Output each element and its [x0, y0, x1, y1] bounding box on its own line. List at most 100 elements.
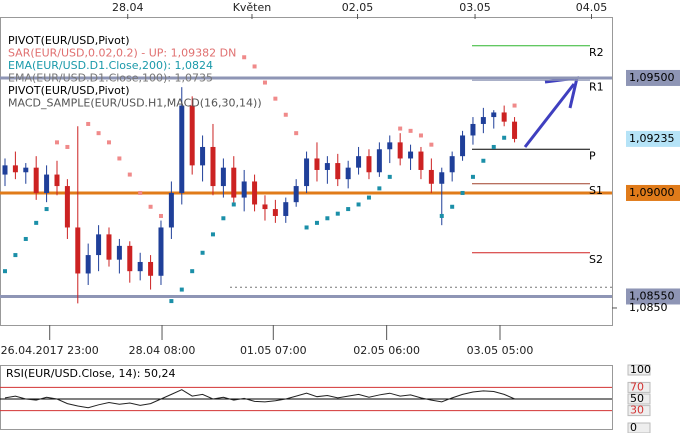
price-box	[626, 288, 680, 305]
y-tick-label: 1,09500	[629, 71, 675, 84]
candle-body	[23, 167, 29, 173]
candle-body	[64, 186, 70, 228]
indicator-legend: EMA(EUR/USD.D1.Close,100): 1,0735	[8, 72, 213, 85]
candle-body	[314, 158, 320, 170]
candle-body	[366, 156, 372, 173]
sar-dot	[96, 131, 101, 136]
sar-dot	[34, 220, 39, 225]
candle-body	[168, 192, 174, 228]
sar-dot	[294, 131, 299, 136]
candle-body	[12, 165, 18, 173]
candle-body	[200, 146, 206, 166]
y-tick-label: 30	[630, 404, 644, 417]
sar-dot	[314, 220, 319, 225]
y-tick-box	[627, 364, 651, 376]
candle-body	[283, 202, 289, 216]
sar-dot	[335, 211, 340, 216]
price-box	[626, 130, 680, 147]
sar-dot	[231, 202, 236, 207]
sar-dot	[273, 96, 278, 101]
price-box	[626, 69, 680, 86]
sar-dot	[429, 142, 434, 147]
candle-body	[439, 172, 445, 184]
candle-body	[501, 112, 507, 122]
candle-body	[44, 174, 50, 193]
sar-dot	[366, 195, 371, 200]
y-tick-label: 1,0850	[629, 301, 668, 314]
sar-dot	[325, 216, 330, 221]
candle-body	[54, 174, 60, 187]
sar-dot	[86, 121, 91, 126]
x-tick-label-top: 03.05	[459, 1, 491, 14]
rsi-frame	[0, 365, 613, 430]
sar-dot	[2, 269, 7, 274]
y-tick-label: 0	[630, 421, 637, 433]
indicator-legend: PIVOT(EUR/USD,Pivot)	[8, 34, 130, 47]
y-tick-box	[627, 393, 651, 405]
sar-dot	[138, 190, 143, 195]
candle-body	[428, 169, 434, 184]
candle-body	[148, 261, 154, 276]
candle-body	[397, 142, 403, 159]
candle-body	[356, 156, 362, 168]
candle-body	[345, 167, 351, 180]
candle-body	[106, 234, 112, 260]
sar-dot	[127, 172, 132, 177]
candle-body	[231, 167, 237, 198]
sar-dot	[283, 112, 288, 117]
x-tick-label-top: 28.04	[112, 1, 144, 14]
candle-body	[252, 181, 258, 205]
rsi-title: RSI(EUR/USD.Close, 14): 50,24	[6, 367, 175, 380]
sar-dot	[481, 158, 486, 163]
candle-body	[480, 117, 486, 124]
candle-body	[262, 204, 268, 210]
indicator-legend: SAR(EUR/USD,0.02,0.2) - UP: 1,09382 DN	[8, 47, 236, 60]
x-tick-label: 02.05 06:00	[353, 344, 420, 357]
candle-body	[33, 167, 39, 193]
rsi-line	[4, 389, 515, 409]
candle-body	[241, 181, 247, 198]
sar-dot	[408, 128, 413, 133]
sar-dot	[252, 64, 257, 69]
candle-body	[470, 123, 476, 136]
sar-dot	[356, 202, 361, 207]
arrow-shaft	[523, 83, 576, 148]
indicator-legend: PIVOT(EUR/USD,Pivot)	[8, 84, 130, 97]
x-tick-label-top: Květen	[233, 1, 272, 14]
sar-dot	[304, 225, 309, 230]
pivot-label: S1	[589, 184, 603, 197]
sar-dot	[418, 133, 423, 138]
sar-dot	[23, 236, 28, 241]
candle-body	[324, 163, 330, 170]
sar-dot	[44, 207, 49, 212]
candle-body	[272, 209, 278, 216]
sar-dot	[377, 186, 382, 191]
sar-dot	[491, 144, 496, 149]
candle-body	[75, 227, 81, 274]
x-tick-label-top: 02.05	[342, 1, 374, 14]
candle-body	[293, 186, 299, 203]
candle-body	[96, 234, 102, 256]
indicator-legend: EMA(EUR/USD.D1.Close,200): 1,0824	[8, 59, 213, 72]
sar-dot	[210, 232, 215, 237]
candle-body	[2, 165, 8, 175]
pivot-label: S2	[589, 253, 603, 266]
sar-dot	[387, 174, 392, 179]
y-tick-label: 1,08550	[629, 289, 675, 302]
indicator-legend: MACD_SAMPLE(EUR/USD.H1,MACD(16,30,14))	[8, 97, 262, 110]
pivot-label: R1	[589, 80, 604, 93]
sar-dot	[106, 140, 111, 145]
candle-body	[158, 227, 164, 276]
y-tick-label: 1,09000	[629, 186, 675, 199]
y-tick-box	[627, 381, 651, 393]
x-tick-label: 03.05 05:00	[467, 344, 534, 357]
candle-body	[127, 245, 133, 272]
candle-body	[210, 146, 216, 187]
candle-body	[460, 135, 466, 157]
candle-body	[512, 121, 518, 139]
x-tick-label-top: 04.05	[576, 1, 608, 14]
candle-body	[85, 255, 91, 274]
y-tick-box	[627, 405, 651, 417]
